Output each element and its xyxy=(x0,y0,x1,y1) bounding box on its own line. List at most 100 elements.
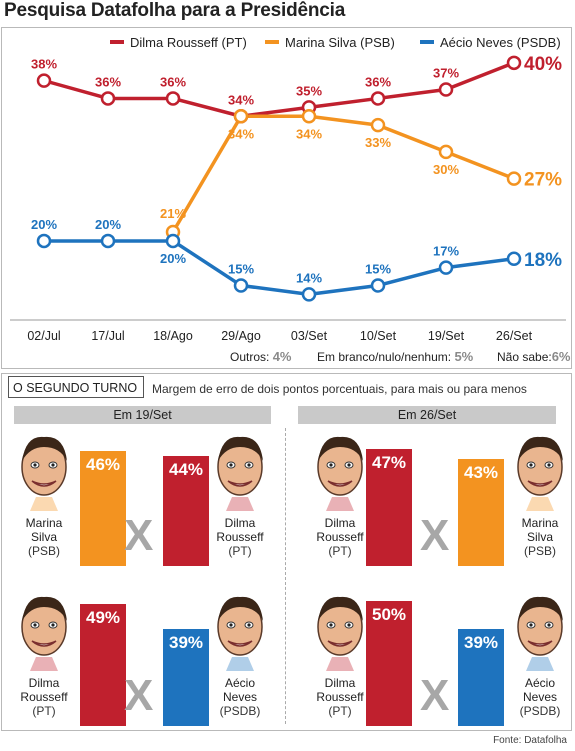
versus-mark: X xyxy=(420,671,450,720)
series-line xyxy=(171,114,515,233)
data-label: 38% xyxy=(31,57,57,72)
caricature-portrait xyxy=(210,431,270,511)
candidate-party: (PSB) xyxy=(27,544,60,558)
candidate-last-name: Neves xyxy=(522,690,557,704)
segundo-turno-panel xyxy=(1,373,572,731)
data-point xyxy=(438,260,454,275)
candidate-first-name: Marina xyxy=(521,516,559,530)
outros-row: Outros: 4% xyxy=(230,349,292,364)
vote-pct-label: 49% xyxy=(85,607,121,627)
data-point xyxy=(233,278,249,293)
candidate-first-name: Dilma xyxy=(28,676,60,690)
x-tick-label: 02/Jul xyxy=(27,329,60,343)
data-label: 34% xyxy=(228,92,254,107)
candidate-first-name: Dilma xyxy=(324,516,356,530)
branco-value: 5% xyxy=(454,349,474,364)
caricature-portrait xyxy=(310,431,370,511)
vote-bar: 46% xyxy=(80,451,126,566)
data-label: 14% xyxy=(296,270,322,285)
source-note: Fonte: Datafolha xyxy=(493,735,567,746)
candidate-label: Marina Silva (PSB) xyxy=(505,516,575,558)
vote-bar: 50% xyxy=(366,601,412,726)
x-tick-label: 19/Set xyxy=(428,329,465,343)
versus-mark: X xyxy=(124,671,154,720)
vote-pct-label: 44% xyxy=(168,460,204,479)
data-point xyxy=(36,73,52,88)
naosabe-value: 6% xyxy=(551,349,571,364)
x-tick-label: 03/Set xyxy=(291,329,328,343)
candidate-party: (PT) xyxy=(228,544,252,558)
x-tick-label: 17/Jul xyxy=(91,329,124,343)
data-label: 27% xyxy=(524,170,562,191)
caricature-portrait xyxy=(14,591,74,671)
candidate-party: (PSDB) xyxy=(219,704,261,718)
candidate-label: Dilma Rousseff (PT) xyxy=(205,516,275,558)
data-point xyxy=(165,91,181,106)
data-label: 36% xyxy=(365,74,391,89)
data-label: 40% xyxy=(524,54,562,75)
candidate-label: Aécio Neves (PSDB) xyxy=(205,676,275,718)
legend-label: Dilma Rousseff (PT) xyxy=(130,35,247,50)
data-point xyxy=(506,171,522,186)
series-line xyxy=(43,61,515,118)
data-point xyxy=(301,287,317,302)
date-header-26-set: Em 26/Set xyxy=(298,406,556,424)
data-label: 18% xyxy=(524,250,562,271)
others-row: Em branco/nulo/nenhum: 5% xyxy=(317,349,473,364)
data-label: 17% xyxy=(433,244,459,259)
data-label: 20% xyxy=(31,217,57,232)
data-point xyxy=(100,91,116,106)
data-label: 15% xyxy=(365,261,391,276)
candidate-party: (PT) xyxy=(328,544,352,558)
data-label: 33% xyxy=(365,135,391,150)
candidate-first-name: Marina xyxy=(25,516,63,530)
segundo-turno-title: O SEGUNDO TURNO xyxy=(8,376,144,398)
candidate-party: (PSDB) xyxy=(519,704,561,718)
candidate-party: (PSB) xyxy=(523,544,556,558)
page-title: Pesquisa Datafolha para a Presidência xyxy=(4,0,346,21)
legend-label: Aécio Neves (PSDB) xyxy=(440,35,561,50)
candidate-label: Dilma Rousseff (PT) xyxy=(305,676,375,718)
vote-pct-label: 46% xyxy=(85,455,121,474)
vote-pct-label: 50% xyxy=(371,605,407,624)
data-point xyxy=(506,55,522,71)
candidate-label: Dilma Rousseff (PT) xyxy=(305,516,375,558)
line-chart: Dilma Rousseff (PT) Marina Silva (PSB) Aéc… xyxy=(10,35,566,343)
data-point xyxy=(165,233,181,249)
candidate-party: (PT) xyxy=(32,704,56,718)
candidate-label: Dilma Rousseff (PT) xyxy=(9,676,79,718)
date-header-19-set: Em 19/Set xyxy=(14,406,271,424)
data-label: 20% xyxy=(160,251,186,266)
x-tick-label: 29/Ago xyxy=(221,329,261,343)
series-line xyxy=(44,239,515,297)
naosabe-label: Não sabe: xyxy=(497,350,552,364)
candidate-label: Marina Silva (PSB) xyxy=(9,516,79,558)
data-label: 21% xyxy=(160,206,186,221)
data-label: 34% xyxy=(228,126,254,141)
candidate-last-name: Rousseff xyxy=(216,530,264,544)
data-point xyxy=(36,233,52,249)
x-tick-label: 10/Set xyxy=(360,329,397,343)
candidate-party: (PT) xyxy=(328,704,352,718)
naosabe-row: Não sabe:6% xyxy=(497,349,571,364)
candidate-first-name: Aécio xyxy=(224,676,256,690)
data-label: 36% xyxy=(95,74,121,89)
data-point xyxy=(438,82,454,97)
data-label: 37% xyxy=(433,66,459,81)
data-point xyxy=(100,233,116,249)
caricature-portrait xyxy=(310,591,370,671)
candidate-last-name: Rousseff xyxy=(316,690,364,704)
vote-pct-label: 39% xyxy=(168,632,204,652)
data-point xyxy=(233,109,249,124)
vote-pct-label: 43% xyxy=(463,462,499,482)
data-label: 30% xyxy=(433,162,459,177)
data-label: 34% xyxy=(296,126,322,141)
candidate-label: Aécio Neves (PSDB) xyxy=(505,676,575,718)
data-point xyxy=(301,109,317,124)
versus-mark: X xyxy=(420,511,450,560)
data-point xyxy=(370,91,386,106)
margin-note: Margem de erro de dois pontos porcentuai… xyxy=(152,382,527,396)
vote-pct-label: 47% xyxy=(371,452,407,472)
vote-pct-label: 39% xyxy=(463,632,499,652)
data-point xyxy=(438,144,454,160)
